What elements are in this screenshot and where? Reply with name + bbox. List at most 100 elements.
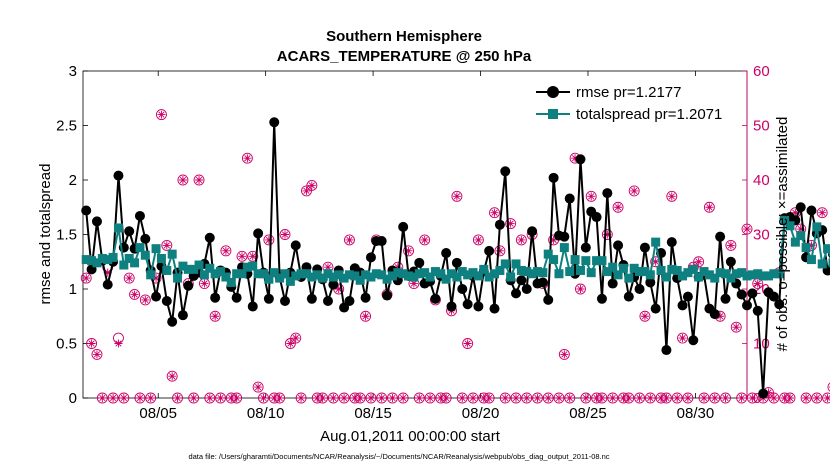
rmse-point [527, 226, 538, 237]
totalspread-point [790, 237, 800, 247]
obs-possible-point [123, 272, 135, 284]
obs-assimilated-point [700, 394, 709, 402]
obs-assimilated-point [399, 394, 408, 402]
totalspread-point [339, 273, 349, 283]
obs-possible-point [510, 392, 522, 404]
obs-possible-point [295, 392, 307, 404]
obs-assimilated-point [587, 192, 596, 201]
data-file-footnote: data file: /Users/gharamti/Documents/NCA… [188, 452, 609, 461]
obs-assimilated-point [146, 394, 155, 402]
totalspread-point [785, 221, 795, 231]
obs-possible-point [279, 229, 291, 240]
rmse-point [376, 236, 387, 247]
obs-possible-point [118, 392, 130, 404]
totalspread-point [194, 260, 204, 270]
totalspread-point [645, 270, 655, 280]
y2-tick-label: 40 [753, 172, 770, 189]
obs-assimilated-point [329, 394, 338, 402]
totalspread-point [806, 255, 816, 265]
obs-assimilated-point [511, 394, 520, 402]
rmse-point [134, 210, 145, 221]
obs-possible-point [376, 392, 388, 404]
obs-assimilated-point [614, 203, 623, 212]
obs-assimilated-point [522, 394, 531, 402]
obs-possible-point [290, 332, 302, 344]
obs-assimilated-point [479, 394, 488, 402]
obs-assimilated-point [560, 350, 569, 359]
legend-totalspread-swatch-marker [548, 109, 558, 119]
rmse-point [441, 248, 452, 259]
obs-assimilated-point [114, 339, 123, 348]
rmse-point [81, 205, 92, 216]
y-tick-label: 1.5 [56, 227, 77, 244]
totalspread-point [780, 215, 790, 225]
obs-assimilated-point [130, 290, 139, 299]
obs-possible-point [575, 283, 586, 295]
rmse-point [489, 303, 500, 314]
rmse-point [736, 289, 747, 300]
obs-possible-point [703, 201, 715, 213]
totalspread-point [618, 263, 628, 273]
obs-possible-point [134, 392, 146, 404]
totalspread-point [366, 272, 376, 282]
obs-possible-point [456, 392, 468, 404]
y-tick-label: 2 [69, 172, 77, 189]
totalspread-point [221, 272, 231, 282]
obs-assimilated-point [248, 252, 257, 261]
obs-possible-point [741, 223, 753, 235]
obs-possible-point [344, 234, 355, 246]
obs-assimilated-point [162, 241, 171, 250]
obs-possible-point [709, 392, 721, 404]
obs-assimilated-point [152, 274, 161, 283]
totalspread-point [608, 262, 618, 272]
totalspread-point [538, 268, 548, 278]
obs-possible-point [91, 348, 103, 360]
obs-assimilated-point [103, 268, 112, 277]
totalspread-point [350, 271, 360, 281]
obs-assimilated-point [109, 394, 118, 402]
totalspread-point [624, 273, 634, 283]
obs-possible-point [188, 392, 200, 404]
totalspread-point [124, 253, 134, 263]
totalspread-point [269, 268, 279, 278]
totalspread-point [747, 270, 757, 280]
obs-assimilated-point [662, 394, 671, 402]
totalspread-point [275, 273, 285, 283]
y-tick-label: 3 [69, 63, 77, 80]
obs-assimilated-point [597, 394, 606, 402]
rmse-point [666, 237, 677, 248]
rmse-point [510, 288, 521, 299]
totalspread-point [285, 276, 295, 286]
obs-assimilated-point [673, 394, 682, 402]
rmse-line [85, 122, 830, 394]
obs-assimilated-point [495, 246, 504, 255]
totalspread-point [613, 270, 623, 280]
obs-possible-point [666, 190, 678, 202]
obs-assimilated-point [221, 246, 230, 255]
totalspread-point [640, 267, 650, 277]
rmse-point [715, 231, 726, 242]
y2-tick-label: 50 [753, 118, 770, 135]
obs-possible-point [585, 190, 597, 202]
obs-assimilated-point [119, 394, 128, 402]
obs-assimilated-point [753, 279, 762, 288]
obs-assimilated-point [624, 394, 633, 402]
totalspread-point [570, 255, 580, 265]
y-tick-label: 0.5 [56, 336, 77, 353]
totalspread-point [414, 269, 424, 279]
obs-assimilated-point [769, 394, 778, 402]
obs-assimilated-point [710, 394, 719, 402]
rmse-point [516, 275, 527, 286]
totalspread-point [97, 253, 107, 263]
obs-possible-point [542, 392, 554, 404]
rmse-point [473, 301, 484, 312]
obs-possible-point [172, 392, 184, 404]
obs-assimilated-point [345, 235, 354, 244]
y-axis-label: rmse and totalspread [37, 164, 54, 305]
obs-assimilated-point [549, 235, 558, 244]
legend-rmse-label: rmse pr=1.2177 [576, 84, 681, 101]
rmse-point [747, 288, 758, 299]
totalspread-point [162, 265, 172, 275]
totalspread-point [796, 231, 806, 241]
totalspread-point [232, 269, 242, 279]
